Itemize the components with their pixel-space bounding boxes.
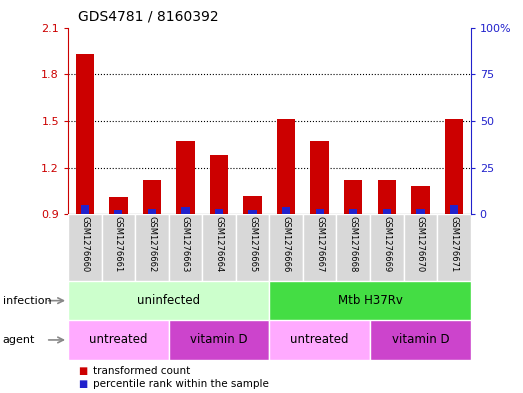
Bar (303, 214, 336, 281)
Text: uninfected: uninfected (137, 294, 200, 307)
Bar (168, 320, 269, 360)
Bar (68, 214, 101, 281)
Text: GSM1276665: GSM1276665 (248, 216, 257, 272)
Text: vitamin D: vitamin D (392, 333, 449, 347)
Text: vitamin D: vitamin D (190, 333, 248, 347)
Bar (411, 186, 429, 214)
Bar (68, 320, 168, 360)
Text: GSM1276668: GSM1276668 (349, 216, 358, 273)
Bar (370, 214, 404, 281)
Bar (269, 214, 303, 281)
Bar (168, 214, 202, 281)
Text: untreated: untreated (290, 333, 349, 347)
Bar (416, 209, 425, 214)
Bar (101, 214, 135, 281)
Bar (269, 281, 471, 320)
Text: GSM1276666: GSM1276666 (281, 216, 291, 273)
Bar (445, 119, 463, 214)
Bar (311, 141, 329, 214)
Bar (437, 214, 471, 281)
Text: GSM1276663: GSM1276663 (181, 216, 190, 273)
Text: ■: ■ (78, 366, 88, 376)
Bar (135, 214, 168, 281)
Bar (277, 119, 295, 214)
Text: transformed count: transformed count (93, 366, 190, 376)
Text: ■: ■ (78, 379, 88, 389)
Bar (370, 320, 471, 360)
Bar (215, 209, 223, 214)
Bar (336, 214, 370, 281)
Bar (378, 180, 396, 214)
Bar (404, 214, 437, 281)
Text: GSM1276669: GSM1276669 (382, 216, 391, 272)
Text: GSM1276671: GSM1276671 (449, 216, 459, 272)
Bar (210, 155, 228, 214)
Bar (143, 180, 161, 214)
Bar (282, 207, 290, 214)
Text: GSM1276660: GSM1276660 (80, 216, 89, 272)
Bar (68, 281, 269, 320)
Bar (147, 209, 156, 214)
Bar (344, 180, 362, 214)
Text: GDS4781 / 8160392: GDS4781 / 8160392 (78, 10, 219, 24)
Text: percentile rank within the sample: percentile rank within the sample (93, 379, 269, 389)
Bar (450, 205, 458, 214)
Text: GSM1276670: GSM1276670 (416, 216, 425, 272)
Bar (383, 209, 391, 214)
Bar (248, 211, 257, 214)
Bar (236, 214, 269, 281)
Bar (81, 205, 89, 214)
Bar (202, 214, 236, 281)
Text: GSM1276667: GSM1276667 (315, 216, 324, 273)
Bar (243, 195, 262, 214)
Bar (114, 211, 122, 214)
Text: GSM1276661: GSM1276661 (114, 216, 123, 272)
Text: Mtb H37Rv: Mtb H37Rv (337, 294, 403, 307)
Text: GSM1276664: GSM1276664 (214, 216, 223, 272)
Bar (176, 141, 195, 214)
Text: untreated: untreated (89, 333, 147, 347)
Bar (109, 197, 128, 214)
Text: infection: infection (3, 296, 51, 306)
Bar (269, 320, 370, 360)
Bar (349, 209, 357, 214)
Bar (75, 54, 94, 214)
Text: GSM1276662: GSM1276662 (147, 216, 156, 272)
Bar (181, 207, 190, 214)
Text: agent: agent (3, 335, 35, 345)
Bar (315, 209, 324, 214)
